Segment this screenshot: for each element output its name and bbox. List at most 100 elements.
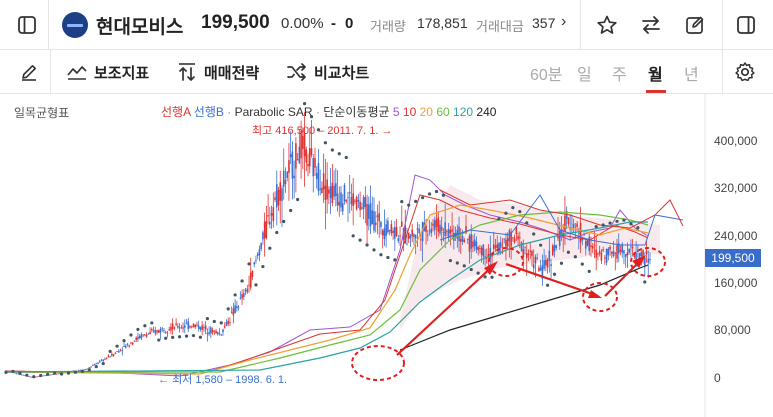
candle-body [501,252,504,254]
legend-ma10: 10 [402,105,417,119]
candle-body [151,329,153,331]
candle-body [196,324,198,326]
sar-dot [302,102,307,106]
candle-body [524,246,526,248]
sar-dot [462,264,466,268]
candle-body [343,185,346,202]
indicators-button[interactable]: 보조지표 [66,60,149,84]
candle-body [647,258,650,263]
active-period-indicator [646,90,666,93]
candle-body [251,270,254,277]
sar-dot [177,335,182,339]
candle-body [413,234,415,238]
candle-body [362,197,365,210]
sar-dot [25,373,29,377]
candle-body [308,148,311,167]
candle-body [177,325,179,328]
star-icon[interactable] [592,10,622,40]
y-tick: 320,000 [714,181,758,195]
swap-icon[interactable] [636,10,666,40]
sar-dot [94,365,98,369]
candle-body [411,229,413,236]
candle-body [154,330,157,334]
candle-body [496,244,499,249]
candle-body [326,179,328,200]
sar-dot [400,200,404,204]
sar-dot [136,327,140,332]
sar-dot [490,275,494,279]
panel-toggle-icon[interactable] [12,10,42,40]
sar-dot [545,283,550,287]
candle-body [453,232,455,241]
candle-body [480,247,483,256]
sar-dot [525,221,529,225]
candle-body [437,217,440,232]
legend-ma60: 60 [436,105,450,119]
pencil-icon[interactable] [14,57,44,87]
period-60min[interactable]: 60분 [530,67,563,84]
candle-body [183,325,186,328]
candle-body [249,272,252,288]
sar-dot [539,243,543,247]
candle-body [166,332,169,334]
legend-ma240: 240 [476,105,497,119]
candle-body [643,257,646,266]
candle-body [31,376,33,378]
candle-body [510,231,512,247]
trade-strategy-button[interactable]: 매매전략 [176,60,259,84]
candle-body [227,320,229,324]
sidebar-toggle-icon[interactable] [731,10,761,40]
period-day[interactable]: 일 [577,67,592,84]
ichimoku-label[interactable]: 일목균형표 [14,106,70,120]
price-chart[interactable] [0,94,773,417]
period-year[interactable]: 년 [684,67,699,84]
candle-body [248,284,250,286]
indicators-label: 보조지표 [94,64,150,82]
candle-body [498,242,500,253]
sar-dot [198,335,203,339]
sar-dot [108,349,112,353]
candle-body [473,239,476,247]
candle-body [232,308,235,316]
candle-body [310,148,313,155]
edit-icon[interactable] [680,10,710,40]
sar-dot [497,217,501,221]
gear-icon[interactable] [730,57,760,87]
candle-body [539,267,542,271]
candle-body [275,184,278,208]
candle-body [315,173,318,180]
candle-body [397,238,400,241]
candle-body [263,221,266,239]
candle-body [543,260,545,269]
candle-body [489,247,492,259]
candle-body [354,200,356,202]
candle-body [352,193,354,207]
candle-body [581,238,584,241]
candle-body [487,253,490,257]
change-percent: 0.00% [281,15,324,32]
chevron-right-icon[interactable]: › [561,13,567,30]
candle-body [442,232,445,233]
candle-body [435,219,438,228]
candle-body [119,349,122,351]
sar-dot [372,248,376,252]
period-month[interactable]: 월 [648,67,663,84]
sar-dot [18,371,22,375]
candle-body [366,204,368,226]
candle-body [619,249,622,252]
candle-body [124,345,127,348]
candle-body [36,376,39,378]
candle-body [359,201,361,210]
stock-name[interactable]: 현대모비스 [96,17,184,38]
period-week[interactable]: 주 [612,67,627,84]
candle-body [465,226,467,234]
sar-dot [46,372,50,376]
candle-body [215,331,217,334]
candle-body [22,374,25,376]
candle-body [300,131,302,159]
compare-chart-label: 비교차트 [314,64,370,82]
compare-chart-button[interactable]: 비교차트 [286,60,369,84]
candle-body [170,327,172,331]
indicator-legend[interactable]: 선행A 선행B · Parabolic SAR · 단순이동평균 5 10 20… [161,103,496,120]
candle-body [624,254,627,258]
